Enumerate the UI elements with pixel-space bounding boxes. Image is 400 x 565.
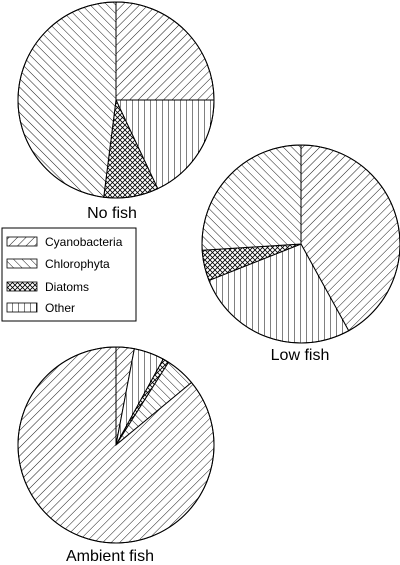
legend-label-cyanobacteria: Cyanobacteria [45, 235, 123, 249]
legend-label-diatoms: Diatoms [45, 280, 89, 294]
pie-slice-low-fish-chlorophyta-3 [201, 144, 302, 251]
pie-outline-ambient-fish [17, 346, 215, 544]
pie-title-no-fish: No fish [87, 205, 137, 222]
pie-slice-no-fish-chlorophyta-3 [17, 1, 117, 198]
pie-ambient-fish [17, 346, 215, 544]
pie-title-ambient-fish: Ambient fish [66, 548, 154, 565]
pie-title-low-fish: Low fish [271, 347, 330, 364]
legend-swatch-chlorophyta [6, 258, 38, 269]
pie-outline-low-fish [201, 144, 400, 344]
legend-swatch-cyanobacteria [6, 236, 38, 247]
legend-label-chlorophyta: Chlorophyta [45, 257, 110, 271]
pie-outline-no-fish [17, 1, 215, 199]
legend: Cyanobacteria Chlorophyta Diatoms Other [1, 227, 137, 322]
pie-slice-no-fish-cyanobacteria-0 [115, 1, 215, 101]
legend-swatch-diatoms [6, 281, 38, 292]
legend-swatch-other [6, 302, 38, 313]
legend-label-other: Other [45, 301, 75, 315]
pie-low-fish [201, 144, 400, 344]
pie-no-fish [17, 1, 215, 199]
